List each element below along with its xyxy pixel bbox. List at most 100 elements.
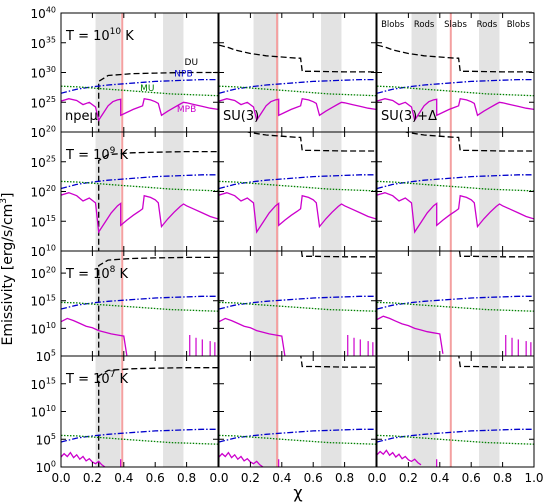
panel-r1-c0: T = 109 K [60,131,219,252]
series-npb [377,295,534,310]
phase-label-3: Rods [477,20,498,30]
y-tick-label: 100 [36,460,56,475]
x-tick-label: 0.8 [177,471,196,485]
y-tick-label: 1010 [31,404,56,419]
plot-area [377,251,534,356]
series-mpb [377,315,444,354]
series-npb [61,428,218,443]
y-tick-labels-row-3: 100 105 1010 1015 [31,376,56,475]
phase-label-1: Rods [414,20,435,30]
phase-band-1 [479,13,500,132]
phase-band-1 [163,251,184,356]
series-npb [219,174,376,190]
series-mpb [61,192,218,234]
series-npb [219,428,376,443]
y-tick-label: 1025 [31,95,56,110]
panel-r0-c0: npeμ T = 1010 K DU NPB MU MPB [60,12,219,133]
series-mu [61,434,218,445]
x-tick-label: 0.4 [114,471,133,485]
phase-band-0 [411,13,437,132]
column-label: SU(3)+Δ [381,109,437,124]
plot-area [377,132,534,251]
y-tick-label: 1015 [31,376,56,391]
series-du [458,251,534,258]
phase-band-1 [321,13,342,132]
series-du [244,132,376,152]
y-tick-label: 1020 [31,184,56,199]
temperature-label: T = 109 K [65,146,129,163]
series-du [300,251,376,258]
x-tick-label: 0.6 [462,471,481,485]
series-npb [219,295,376,310]
temperature-label: T = 107 K [65,370,129,387]
series-du [402,132,534,152]
x-tick-label: 0.2 [399,471,418,485]
series-mu [377,434,534,445]
plot-area [377,356,534,467]
x-tick-label: 1.0 [524,471,543,485]
phase-band-0 [253,356,279,467]
series-mu [377,85,534,97]
phase-label-4: Blobs [507,20,531,30]
series-mu [219,85,376,97]
plot-area [219,251,376,356]
series-du [377,44,534,73]
series-label-npb: NPB [174,70,192,80]
phase-band-0 [253,251,279,356]
series-label-du: DU [185,58,199,68]
series-du [98,367,218,467]
phase-band-1 [479,251,500,356]
series-du [98,150,218,251]
y-tick-label: 1040 [31,6,56,21]
x-tick-label: 0.8 [335,471,354,485]
phase-band-1 [321,356,342,467]
phase-band-0 [411,356,437,467]
panel-frame [376,131,535,252]
y-tick-label: 105 [36,432,56,447]
temperature-label: T = 108 K [65,265,129,282]
y-tick-label: 1015 [31,214,56,229]
series-npb [377,78,534,94]
plot-area [377,13,534,132]
series-mu [61,301,218,312]
phase-band-0 [95,356,121,467]
series-mu [61,180,218,192]
series-npb [377,174,534,190]
panel-r3-c1: 0.0 0.2 0.4 0.6 0.8 [209,355,377,485]
phase-band-0 [253,132,279,251]
x-tick-label: 0.2 [241,471,260,485]
panel-r1-c2 [376,131,535,252]
phase-band-1 [321,251,342,356]
panel-r2-c2 [376,250,535,357]
y-tick-label: 1020 [31,125,56,140]
series-mu [61,85,218,97]
y-tick-label: 1035 [31,35,56,50]
y-tick-label: 1020 [31,266,56,281]
series-npb [61,295,218,310]
phase-label-0: Blobs [381,20,405,30]
panel-r0-c2: Blobs Rods Slabs Rods Blobs SU(3)+Δ [376,12,535,133]
panel-r2-c0: T = 108 K [60,250,219,357]
phase-label-2: Slabs [444,20,467,30]
x-tick-label: 0.0 [51,471,70,485]
y-tick-label: 1010 [31,321,56,336]
series-mu [219,180,376,192]
x-tick-label: 0.4 [430,471,449,485]
plot-area [61,132,218,251]
plot-area [61,251,218,356]
panel-r0-c1: SU(3) [218,12,377,133]
x-tick-label: 0.8 [493,471,512,485]
y-tick-labels-row-1: 1010 1015 1020 1025 [31,154,56,259]
series-mpb [377,192,534,234]
series-mu [377,301,534,312]
series-mu [219,301,376,312]
column-label: SU(3) [223,109,259,124]
y-tick-label: 105 [36,349,56,364]
phase-band-1 [479,356,500,467]
phase-band-0 [253,13,279,132]
panel-r3-c2: 0.0 0.2 0.4 0.6 0.8 1.0 [367,355,544,485]
series-mpb [219,451,264,467]
series-npb [219,78,376,94]
y-tick-label: 1010 [31,244,56,259]
